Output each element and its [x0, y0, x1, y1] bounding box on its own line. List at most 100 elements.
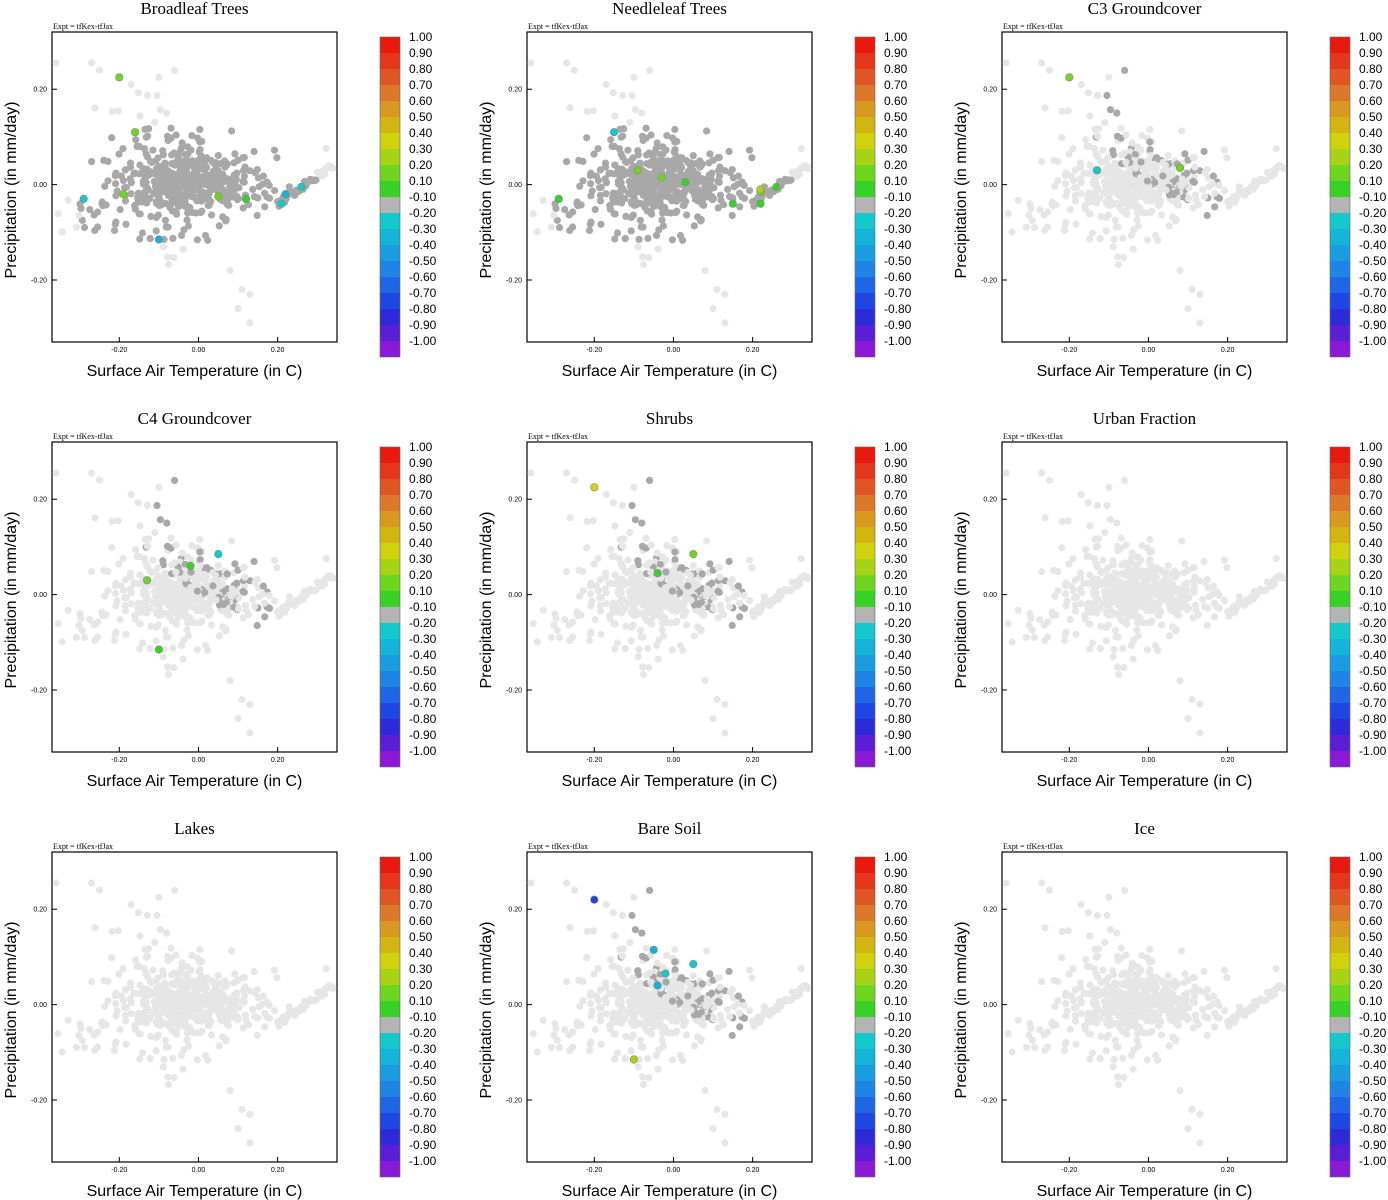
scatter-point — [797, 555, 805, 563]
scatter-point — [626, 528, 634, 537]
scatter-point — [88, 469, 96, 477]
scatter-point — [1049, 612, 1057, 620]
scatter-point — [154, 564, 162, 572]
colorbar-label: 0.40 — [409, 536, 433, 550]
colorbar-label: -0.60 — [1359, 270, 1387, 284]
scatter-point — [1066, 205, 1074, 214]
colorbar-label: 0.70 — [1359, 78, 1383, 92]
scatter-point — [1092, 560, 1100, 568]
scatter-point — [613, 608, 622, 616]
scatter-point — [1113, 542, 1122, 550]
scatter-point — [143, 501, 152, 509]
scatter-point — [1092, 150, 1100, 158]
scatter-point — [640, 171, 648, 179]
scatter-point — [229, 180, 237, 189]
scatter-point — [639, 1080, 648, 1089]
scatter-point — [1062, 602, 1070, 610]
colorbar-swatch — [380, 495, 400, 511]
colorbar-swatch — [380, 133, 400, 149]
scatter-point — [141, 945, 149, 953]
scatter-point — [1189, 614, 1197, 622]
scatter-point — [72, 1043, 80, 1051]
colorbar-label: -1.00 — [1359, 334, 1387, 348]
scatter-point — [634, 151, 642, 159]
scatter-point — [64, 606, 72, 614]
scatter-point — [621, 645, 629, 653]
scatter-point — [1122, 185, 1130, 193]
scatter-point — [196, 146, 204, 154]
scatter-point — [725, 557, 733, 566]
scatter-point — [1120, 664, 1128, 672]
colorbar-swatch — [855, 607, 875, 623]
scatter-point — [1107, 580, 1115, 588]
scatter-point — [234, 1015, 243, 1023]
colorbar-swatch — [1330, 591, 1350, 607]
colorbar-swatch — [380, 1113, 400, 1129]
scatter-point — [607, 956, 615, 964]
colorbar-swatch — [380, 53, 400, 69]
scatter-point — [1109, 243, 1117, 251]
scatter-point — [189, 184, 197, 192]
colorbar-label: -0.90 — [409, 1138, 437, 1152]
scatter-point — [555, 223, 564, 232]
colorbar-label: -0.70 — [884, 696, 912, 710]
scatter-point — [155, 597, 163, 605]
scatter-point — [253, 1031, 261, 1040]
colorbar: 1.000.900.800.700.600.500.400.300.200.10… — [379, 30, 437, 358]
scatter-point — [596, 607, 605, 615]
scatter-point — [748, 974, 756, 982]
colorbar-label: 0.40 — [1359, 126, 1383, 140]
colorbar-label: 0.50 — [884, 520, 908, 534]
scatter-point — [182, 574, 190, 582]
scatter-point — [197, 1008, 205, 1016]
highlight-point — [590, 483, 599, 492]
scatter-point — [1064, 517, 1072, 525]
scatter-point — [706, 150, 714, 158]
scatter-point — [609, 909, 617, 917]
colorbar-swatch — [380, 953, 400, 969]
colorbar-label: -0.90 — [409, 728, 437, 742]
colorbar-swatch — [380, 655, 400, 671]
scatter-point — [1196, 290, 1204, 298]
scatter-point — [167, 124, 175, 132]
scatter-point — [1178, 585, 1186, 593]
scatter-point — [239, 154, 247, 162]
scatter-point — [1223, 564, 1231, 572]
scatter-point — [154, 982, 163, 991]
scatter-point — [656, 183, 664, 191]
scatter-point — [1147, 188, 1155, 196]
colorbar-label: 0.50 — [409, 520, 433, 534]
scatter-point — [1146, 138, 1154, 146]
scatter-point — [637, 633, 645, 641]
x-tick-label: 0.00 — [1142, 757, 1156, 764]
scatter-point — [725, 193, 734, 201]
scatter-point — [54, 1030, 62, 1038]
scatter-point — [1022, 223, 1030, 231]
colorbar-label: 0.50 — [409, 930, 433, 944]
scatter-point — [1127, 231, 1136, 239]
scatter-point — [795, 580, 804, 588]
scatter-point — [703, 585, 711, 593]
scatter-point — [1026, 610, 1034, 618]
colorbar-label: 0.90 — [1359, 456, 1383, 470]
scatter-point — [1103, 501, 1111, 510]
scatter-point — [146, 235, 154, 243]
scatter-point — [565, 621, 573, 629]
scatter-point — [211, 161, 220, 169]
scatter-point — [1178, 175, 1186, 183]
colorbar-label: 0.80 — [884, 472, 908, 486]
colorbar-swatch — [380, 463, 400, 479]
scatter-point — [641, 613, 649, 622]
colorbar-label: 0.50 — [1359, 520, 1383, 534]
colorbar-label: 0.60 — [409, 94, 433, 108]
scatter-point — [246, 1110, 254, 1118]
scatter-point — [183, 1022, 191, 1030]
scatter-point — [1124, 581, 1132, 589]
colorbar-swatch — [1330, 607, 1350, 623]
scatter-point — [241, 601, 250, 609]
scatter-point — [144, 952, 152, 960]
expt-label: Expt = tfKex-tfJax — [53, 432, 113, 441]
scatter-point — [1159, 172, 1167, 180]
colorbar-label: 0.60 — [1359, 504, 1383, 518]
x-axis-label: Surface Air Temperature (in C) — [562, 773, 778, 790]
